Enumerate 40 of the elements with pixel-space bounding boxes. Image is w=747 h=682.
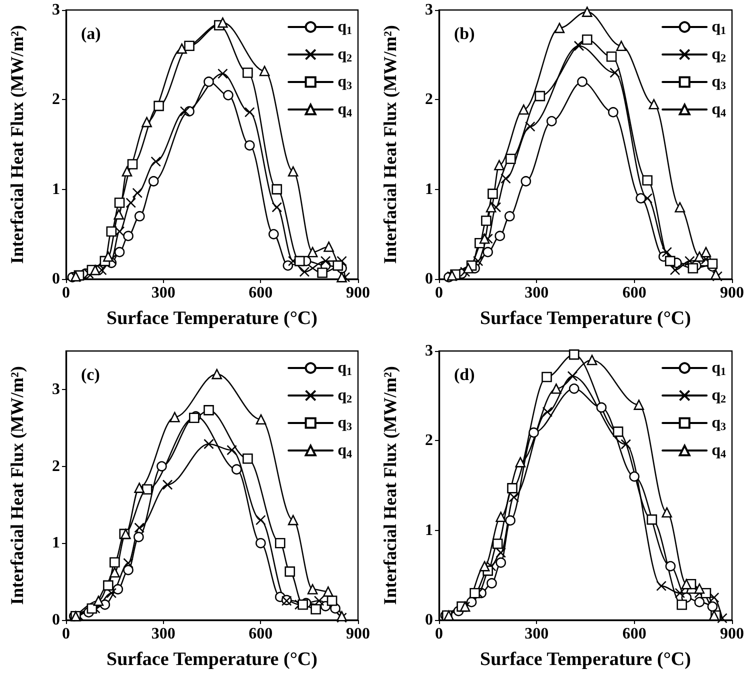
y-tick-label: 0 (425, 270, 433, 288)
y-tick-label: 2 (425, 91, 433, 108)
y-tick-label: 1 (52, 534, 60, 552)
y-tick-label: 2 (425, 432, 433, 450)
x-tick-label: 900 (720, 626, 744, 642)
x-tick-label: 600 (248, 626, 273, 642)
y-tick-label: 3 (425, 342, 433, 360)
text: (b) (454, 24, 475, 43)
x-tick-label: 600 (622, 284, 646, 302)
x-axis-title: Surface Temperature (°C) (106, 649, 318, 670)
x-tick-label: 600 (248, 284, 273, 302)
text: (d) (454, 365, 475, 384)
y-tick-label: 3 (52, 2, 60, 18)
text: (a) (81, 24, 101, 43)
y-tick-label: 0 (52, 270, 60, 288)
x-tick-label: 600 (622, 626, 646, 642)
x-axis-title: Surface Temperature (°C) (480, 308, 691, 329)
x-axis-title: Surface Temperature (°C) (480, 649, 691, 670)
y-tick-label: 0 (52, 612, 60, 628)
x-tick-label: 300 (151, 284, 176, 302)
y-tick-label: 2 (52, 91, 60, 108)
y-tick-label: 0 (425, 612, 433, 628)
x-tick-label: 900 (720, 284, 744, 302)
x-tick-label: 900 (346, 284, 370, 302)
y-tick-label: 2 (52, 458, 60, 475)
x-tick-label: 900 (346, 626, 370, 642)
y-axis-title: Interfacial Heat Flux (MW/m²) (7, 25, 27, 264)
x-tick-label: 300 (524, 626, 549, 642)
text: (c) (81, 365, 100, 384)
y-tick-label: 3 (425, 2, 433, 18)
y-tick-label: 3 (52, 380, 60, 398)
y-tick-label: 1 (425, 522, 433, 539)
y-axis-title: Interfacial Heat Flux (MW/m²) (7, 366, 27, 605)
y-axis-title: Interfacial Heat Flux (MW/m²) (380, 25, 400, 264)
y-tick-label: 1 (52, 180, 60, 198)
y-axis-title: Interfacial Heat Flux (MW/m²) (380, 366, 400, 605)
x-tick-label: 300 (151, 626, 176, 642)
y-tick-label: 1 (425, 180, 433, 198)
x-tick-label: 300 (524, 284, 549, 302)
x-axis-title: Surface Temperature (°C) (106, 308, 318, 329)
